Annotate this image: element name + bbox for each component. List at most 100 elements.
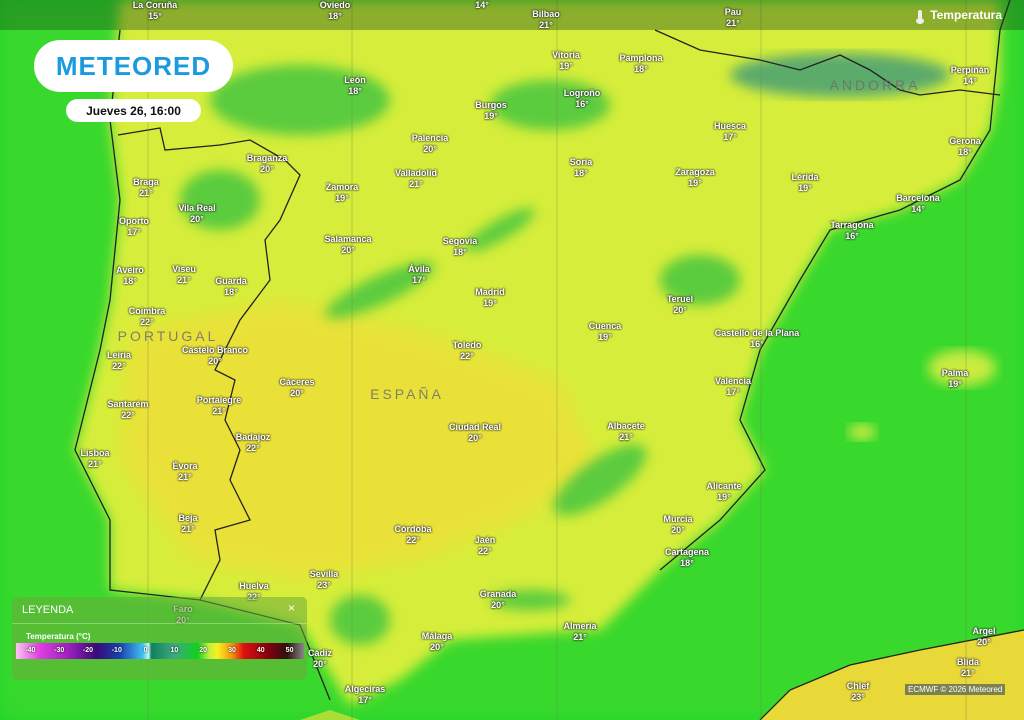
- city-marker[interactable]: Chlef 23°: [847, 681, 870, 703]
- city-marker[interactable]: Pau 21°: [725, 7, 742, 29]
- city-temperature: 23°: [851, 692, 865, 702]
- city-marker[interactable]: Évora 21°: [172, 461, 197, 483]
- city-marker[interactable]: Almería 21°: [563, 621, 596, 643]
- city-marker[interactable]: Viseu 21°: [172, 264, 196, 286]
- city-marker[interactable]: Teruel 20°: [667, 294, 693, 316]
- coastline-east: [659, 0, 1011, 571]
- city-marker[interactable]: Zaragoza 19°: [675, 167, 715, 189]
- city-marker[interactable]: Castelló de la Plana 16°: [715, 328, 800, 350]
- city-name: Córdoba: [394, 524, 432, 534]
- city-marker[interactable]: Blida 21°: [957, 657, 979, 679]
- city-marker[interactable]: Murcia 20°: [663, 514, 692, 536]
- city-marker[interactable]: Oporto 17°: [119, 216, 149, 238]
- meteored-logo[interactable]: METEORED: [34, 40, 233, 92]
- city-marker[interactable]: Soria 18°: [570, 157, 593, 179]
- city-temperature: 17°: [726, 387, 740, 397]
- city-marker[interactable]: Leiria 22°: [107, 350, 131, 372]
- close-icon[interactable]: ×: [287, 601, 295, 615]
- city-marker[interactable]: Segovia 18°: [443, 236, 478, 258]
- city-name: Alicante: [706, 481, 742, 491]
- city-marker[interactable]: Huesca 17°: [714, 121, 746, 143]
- city-marker[interactable]: Castelo Branco 20°: [182, 345, 248, 367]
- city-name: Zaragoza: [675, 167, 715, 177]
- city-marker[interactable]: Argel 20°: [972, 626, 995, 648]
- city-temperature: 18°: [634, 64, 648, 74]
- city-marker[interactable]: Gerona 18°: [949, 136, 981, 158]
- city-name: Viseu: [172, 264, 196, 274]
- city-marker[interactable]: Valencia 17°: [715, 376, 751, 398]
- city-marker[interactable]: Aveiro 18°: [116, 265, 144, 287]
- city-marker[interactable]: Beja 21°: [178, 513, 197, 535]
- city-marker[interactable]: Lisboa 21°: [80, 448, 109, 470]
- city-marker[interactable]: Perpiñán 14°: [951, 65, 990, 87]
- scale-tick: -40: [25, 647, 36, 654]
- city-marker[interactable]: Palma 19°: [942, 368, 969, 390]
- city-marker[interactable]: Barcelona 14°: [896, 193, 940, 215]
- city-marker[interactable]: Guarda 18°: [215, 276, 247, 298]
- city-marker[interactable]: Bilbao 21°: [532, 9, 560, 31]
- city-name: Argel: [972, 626, 996, 636]
- top-bar: [0, 0, 1024, 30]
- city-marker[interactable]: Burgos 19°: [475, 100, 507, 122]
- city-marker[interactable]: Logroño 16°: [564, 88, 601, 110]
- city-temperature: 19°: [717, 492, 731, 502]
- city-marker[interactable]: Salamanca 20°: [324, 234, 371, 256]
- city-marker[interactable]: Portalegre 21°: [197, 395, 242, 417]
- country-label: ANDORRA: [829, 77, 921, 93]
- city-temperature: 19°: [335, 193, 349, 203]
- city-temperature: 22°: [246, 443, 260, 453]
- city-marker[interactable]: Santarém 22°: [107, 399, 148, 421]
- city-marker[interactable]: Toledo 22°: [453, 340, 482, 362]
- city-temperature: 19°: [598, 332, 612, 342]
- africa-land: [760, 630, 1024, 720]
- city-marker[interactable]: León 18°: [344, 75, 366, 97]
- city-name: Beja: [178, 513, 198, 523]
- city-marker[interactable]: Zamora 19°: [326, 182, 359, 204]
- city-marker[interactable]: Pamplona 18°: [619, 53, 662, 75]
- city-marker[interactable]: Granada 20°: [480, 589, 517, 611]
- city-marker[interactable]: Palencia 20°: [412, 133, 449, 155]
- city-marker[interactable]: Cuenca 19°: [589, 321, 622, 343]
- city-marker[interactable]: Valladolid 21°: [395, 168, 437, 190]
- city-name: Braga: [133, 177, 159, 187]
- city-temperature: 21°: [181, 524, 195, 534]
- city-marker[interactable]: Cádiz 20°: [308, 648, 332, 670]
- city-marker[interactable]: Coimbra 22°: [129, 306, 166, 328]
- city-name: Madrid: [475, 287, 505, 297]
- city-marker[interactable]: Cáceres 20°: [279, 377, 314, 399]
- city-name: Sevilla: [309, 569, 339, 579]
- city-marker[interactable]: Oviedo 18°: [320, 0, 351, 22]
- city-marker[interactable]: Ciudad Real 20°: [449, 422, 501, 444]
- city-marker[interactable]: La Coruña 15°: [133, 0, 178, 22]
- legend-panel: LEYENDA × Temperatura (°C) -40 -30 -20 -…: [12, 597, 307, 680]
- city-marker[interactable]: Braga 21°: [133, 177, 159, 199]
- city-name: Cartagena: [664, 547, 710, 557]
- layer-selector[interactable]: Temperatura: [916, 8, 1002, 24]
- city-temperature: 21°: [961, 668, 975, 678]
- city-marker[interactable]: Braganza 20°: [247, 153, 288, 175]
- city-temperature: 17°: [358, 695, 372, 705]
- city-marker[interactable]: 14°: [475, 0, 489, 11]
- city-marker[interactable]: Vitoria 19°: [552, 50, 580, 72]
- city-marker[interactable]: Badajoz 22°: [236, 432, 271, 454]
- city-name: Murcia: [663, 514, 693, 524]
- city-marker[interactable]: Ávila 17°: [408, 264, 430, 286]
- city-marker[interactable]: Sevilla 23°: [310, 569, 339, 591]
- scale-tick: 0: [143, 647, 148, 654]
- city-marker[interactable]: Cartagena 18°: [665, 547, 709, 569]
- city-temperature: 21°: [619, 432, 633, 442]
- city-marker[interactable]: Algeciras 17°: [345, 684, 386, 706]
- city-marker[interactable]: Jaén 22°: [475, 535, 496, 557]
- city-marker[interactable]: Lérida 19°: [791, 172, 818, 194]
- city-marker[interactable]: Alicante 19°: [706, 481, 741, 503]
- forecast-date[interactable]: Jueves 26, 16:00: [66, 99, 201, 122]
- city-temperature: 19°: [948, 379, 962, 389]
- city-marker[interactable]: Córdoba 22°: [395, 524, 432, 546]
- city-marker[interactable]: Madrid 19°: [475, 287, 505, 309]
- city-marker[interactable]: Albacete 21°: [607, 421, 645, 443]
- city-temperature: 20°: [977, 637, 991, 647]
- city-temperature: 20°: [190, 214, 204, 224]
- city-marker[interactable]: Tarragona 16°: [830, 220, 873, 242]
- city-marker[interactable]: Vila Real 20°: [178, 203, 215, 225]
- city-marker[interactable]: Málaga 20°: [422, 631, 453, 653]
